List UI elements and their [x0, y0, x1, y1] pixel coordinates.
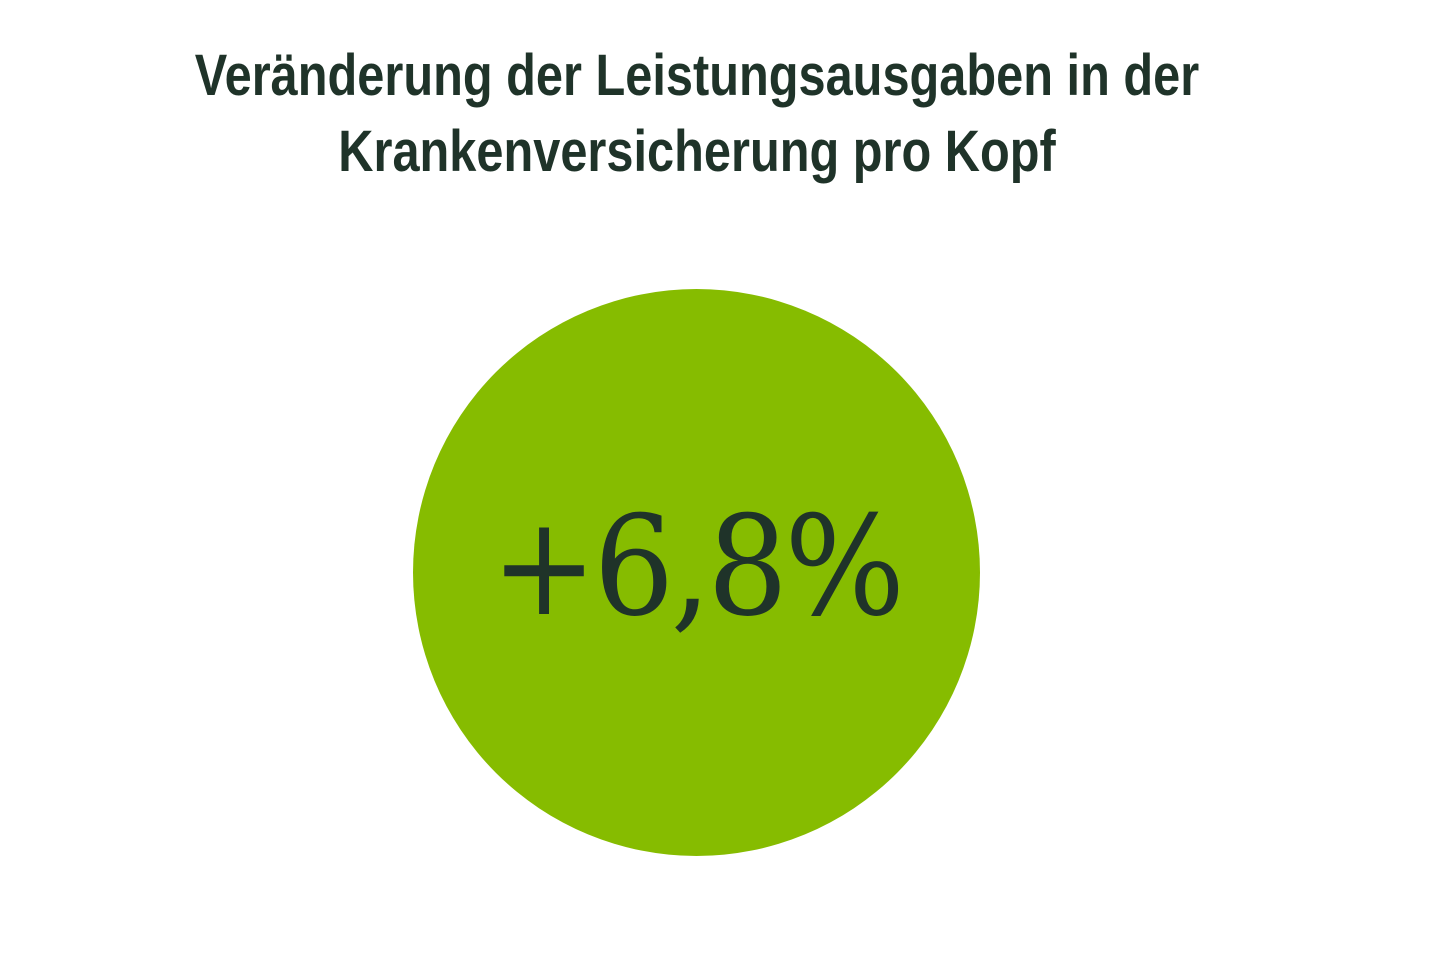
page-title: Veränderung der Leistungsausgaben in der… [112, 38, 1283, 190]
title-line-1: Veränderung der Leistungsausgaben in der [194, 43, 1200, 108]
title-line-2: Krankenversicherung pro Kopf [338, 119, 1056, 184]
stat-circle: +6,8% [413, 289, 980, 856]
stat-value: +6,8% [491, 485, 905, 647]
